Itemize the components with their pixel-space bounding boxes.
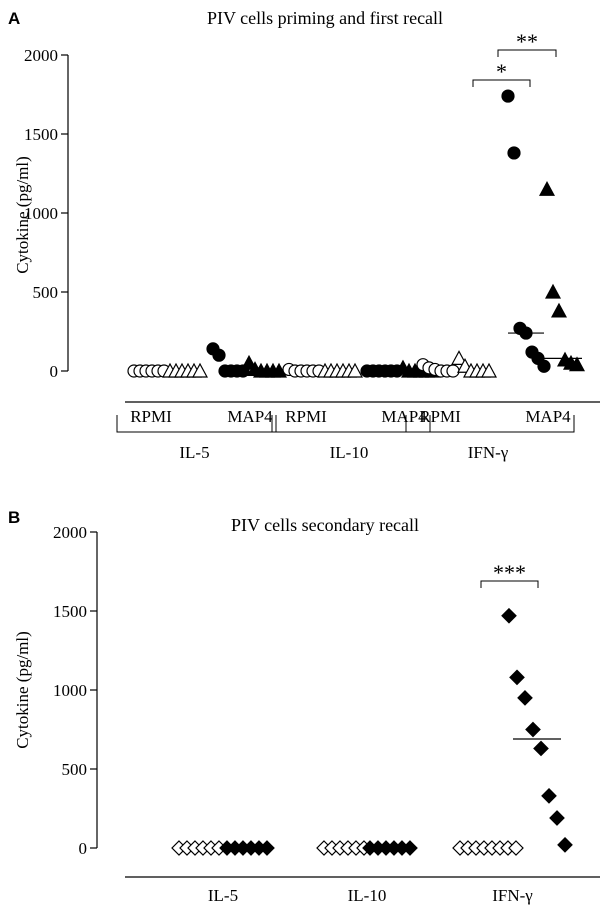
panel-b-y-tick-label: 500: [62, 760, 88, 779]
panel-a-y-tick-label: 1500: [24, 125, 58, 144]
panel-a-group-bracket: [405, 415, 575, 433]
panel-a-point-triangle: [544, 283, 562, 299]
panel-a-y-tick-label: 1000: [24, 204, 58, 223]
panel-b-significance-bracket: [480, 580, 539, 588]
panel-b-y-tick-label: 1500: [53, 602, 87, 621]
panel-a-point-circle: [446, 364, 460, 378]
panel-b-ylabel: Cytokine (pg/ml): [13, 631, 32, 749]
panel-b-point-diamond: [508, 840, 524, 856]
panel-a-subgroup-label-rpmi: RPMI: [285, 407, 327, 426]
panel-b-point-diamond: [549, 810, 565, 826]
panel-b-y-tick-label: 1000: [53, 681, 87, 700]
panel-b-point-diamond: [525, 721, 541, 738]
panel-b-point-diamond: [533, 740, 549, 757]
panel-a-point-triangle: [550, 302, 568, 318]
panel-a-subgroup-label-map4: MAP4: [227, 407, 273, 426]
panel-a-point-triangle: [538, 181, 556, 196]
panel-a-point-triangle: [568, 356, 586, 372]
panel-a-significance-bracket: [497, 49, 557, 57]
panel-b-point-diamond: [517, 690, 533, 706]
panel-b-point-diamond: [501, 607, 517, 624]
panel-b-group-label: IL-5: [208, 886, 238, 905]
panel-a-subgroup-label-map4: MAP4: [525, 407, 571, 426]
panel-a-letter: A: [8, 9, 20, 28]
panel-b-letter: B: [8, 508, 20, 527]
panel-b-point-diamond: [402, 840, 418, 856]
panel-a-group-label: IL-5: [179, 443, 209, 462]
panel-a-subgroup-label-map4: MAP4: [381, 407, 427, 426]
panel-a-point-triangle: [450, 350, 468, 365]
panel-a-y-tick-label: 500: [33, 283, 59, 302]
panel-b-y-tick-label: 2000: [53, 523, 87, 542]
panel-b-point-diamond: [541, 788, 557, 804]
panel-a-group-bracket: [271, 415, 431, 433]
panel-a-subgroup-label-rpmi: RPMI: [130, 407, 172, 426]
panel-a-point-circle: [212, 348, 226, 362]
panel-a-point-triangle: [191, 362, 209, 378]
panel-b-group-label: IFN-γ: [492, 886, 533, 905]
panel-a-ylabel: Cytokine (pg/ml): [13, 156, 32, 274]
panel-b-y-tick-label: 0: [79, 839, 88, 858]
panel-b-point-diamond: [509, 669, 525, 686]
panel-b-significance-label: ***: [493, 560, 526, 585]
panel-a-point-circle: [507, 146, 521, 160]
panel-a-significance-label: **: [516, 29, 538, 54]
panel-a-group-label: IFN-γ: [468, 443, 509, 462]
panel-a-title: PIV cells priming and first recall: [207, 8, 443, 28]
panel-a-y-tick-label: 0: [50, 362, 59, 381]
panel-a-significance-label: *: [496, 59, 507, 84]
panel-a-subgroup-label-rpmi: RPMI: [419, 407, 461, 426]
panel-b-title: PIV cells secondary recall: [231, 515, 419, 535]
panel-a-group-label: IL-10: [330, 443, 369, 462]
panel-a-group-bracket: [116, 415, 277, 433]
panel-b-point-diamond: [557, 836, 573, 853]
panel-a-point-triangle: [480, 362, 498, 378]
panel-b-point-diamond: [259, 840, 275, 856]
panel-a-significance-bracket: [472, 79, 531, 87]
panel-b-group-label: IL-10: [348, 886, 387, 905]
panel-a-y-tick-label: 2000: [24, 46, 58, 65]
panel-a-point-triangle: [346, 362, 364, 378]
panel-a-point-circle: [501, 89, 515, 103]
panel-a-point-circle: [537, 359, 551, 373]
